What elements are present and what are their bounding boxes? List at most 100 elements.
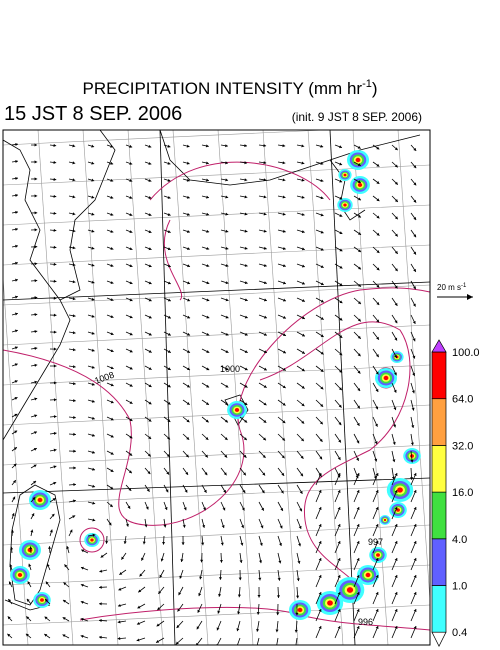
wind-arrow-head: [159, 574, 163, 578]
wind-arrow-head: [129, 452, 133, 456]
wind-arrow-head: [186, 419, 190, 423]
wind-arrow-head: [91, 314, 95, 318]
wind-arrow-head: [394, 541, 398, 544]
wind-arrow-head: [339, 231, 343, 235]
wind-arrow-head: [244, 161, 248, 165]
wind-arrow-head: [296, 595, 300, 599]
wind-arrow-head: [110, 144, 114, 148]
wind-arrow-head: [167, 436, 171, 440]
wind-arrow-head: [394, 285, 398, 289]
wind-arrow-head: [262, 472, 266, 476]
wind-arrow-head: [110, 349, 114, 353]
wind-arrow-head: [225, 246, 229, 250]
wind-arrow-head: [301, 195, 305, 199]
wind-arrow-head: [376, 198, 380, 202]
wind-arrow-head: [177, 608, 181, 612]
colorbar-label: 100.0: [452, 347, 480, 359]
wind-arrow-head: [34, 143, 38, 147]
wind-arrow-head: [53, 143, 57, 147]
wind-arrow-head: [7, 616, 11, 620]
wind-arrow-head: [413, 216, 417, 220]
wind-arrow-head: [376, 302, 380, 305]
wind-arrow-head: [175, 641, 179, 645]
wind-arrow-head: [263, 298, 267, 302]
wind-arrow-head: [48, 546, 52, 549]
wind-arrow-head: [244, 402, 248, 405]
colorbar-label: 0.4: [452, 627, 467, 639]
wind-arrow-head: [62, 599, 66, 603]
wind-arrow-head: [244, 263, 248, 267]
wind-arrow-head: [158, 590, 162, 594]
wind-arrow-head: [139, 573, 143, 577]
wind-arrow-head: [394, 164, 398, 168]
precip-cell: [17, 573, 23, 577]
wind-arrow-head: [320, 179, 324, 183]
precip-cell: [397, 487, 403, 493]
colorbar-label: 64.0: [452, 394, 473, 406]
wind-arrow-head: [337, 541, 341, 544]
wind-arrow-head: [375, 524, 379, 527]
wind-arrow-head: [80, 583, 84, 587]
wind-arrow-head: [412, 338, 416, 342]
wind-arrow-head: [15, 227, 18, 231]
wind-arrow-head: [91, 416, 95, 420]
wind-arrow-head: [73, 499, 76, 503]
wind-arrow-head: [167, 144, 171, 148]
wind-arrow-head: [167, 419, 171, 422]
wind-arrow-head: [187, 247, 190, 251]
wind-arrow-head: [356, 473, 360, 476]
wind-arrow-head: [62, 617, 66, 620]
wind-arrow-head: [167, 384, 171, 388]
wind-arrow-head: [110, 298, 114, 302]
wind-arrow-head: [356, 457, 359, 461]
wind-arrow-head: [225, 263, 229, 267]
wind-arrow-head: [202, 525, 206, 528]
wind-arrow-head: [72, 144, 76, 148]
grid-line: [3, 477, 430, 494]
wind-arrow-head: [357, 301, 361, 305]
wind-arrow-head: [357, 145, 361, 149]
wind-arrow-head: [121, 556, 125, 560]
wind-arrow-head: [392, 441, 396, 445]
wind-arrow-head: [99, 618, 102, 623]
wind-arrow-head: [81, 549, 85, 553]
wind-arrow-head: [187, 298, 191, 302]
wind-arrow-head: [197, 609, 201, 613]
wind-arrow-head: [148, 264, 152, 268]
wind-arrow-head: [167, 332, 171, 336]
wind-arrow-head: [8, 581, 12, 585]
wind-arrow-head: [413, 524, 417, 527]
wind-arrow-head: [109, 504, 113, 507]
wind-arrow-head: [14, 363, 18, 367]
wind-arrow-head: [33, 464, 37, 468]
wind-arrow-head: [147, 471, 151, 475]
wind-arrow-head: [238, 577, 242, 581]
wind-arrow-head: [375, 473, 379, 476]
wind-arrow-head: [205, 402, 209, 405]
colorbar-label: 16.0: [452, 487, 473, 499]
wind-arrow-head: [299, 508, 302, 512]
wind-arrow-head: [205, 454, 208, 458]
wind-arrow-head: [394, 473, 398, 476]
wind-arrow-head: [15, 244, 18, 248]
wind-arrow-head: [167, 247, 171, 251]
wind-arrow-head: [186, 401, 190, 405]
wind-arrow-head: [148, 213, 152, 217]
wind-arrow-head: [319, 438, 323, 442]
wind-arrow-head: [92, 501, 96, 505]
wind-arrow-head: [375, 371, 379, 375]
wind-arrow-head: [413, 147, 417, 151]
wind-arrow-head: [80, 600, 84, 604]
wind-arrow-head: [318, 507, 322, 510]
wind-arrow-head: [282, 264, 286, 268]
wind-arrow-head: [148, 161, 152, 165]
wind-arrow-head: [186, 144, 190, 148]
wind-arrow-head: [184, 489, 188, 493]
wind-arrow-head: [339, 317, 343, 321]
wind-arrow-head: [30, 529, 34, 533]
wind-arrow-head: [318, 592, 322, 595]
wind-arrow-head: [318, 473, 322, 476]
wind-arrow-head: [225, 384, 229, 388]
wind-arrow-head: [92, 518, 96, 522]
wind-arrow-head: [148, 401, 152, 405]
